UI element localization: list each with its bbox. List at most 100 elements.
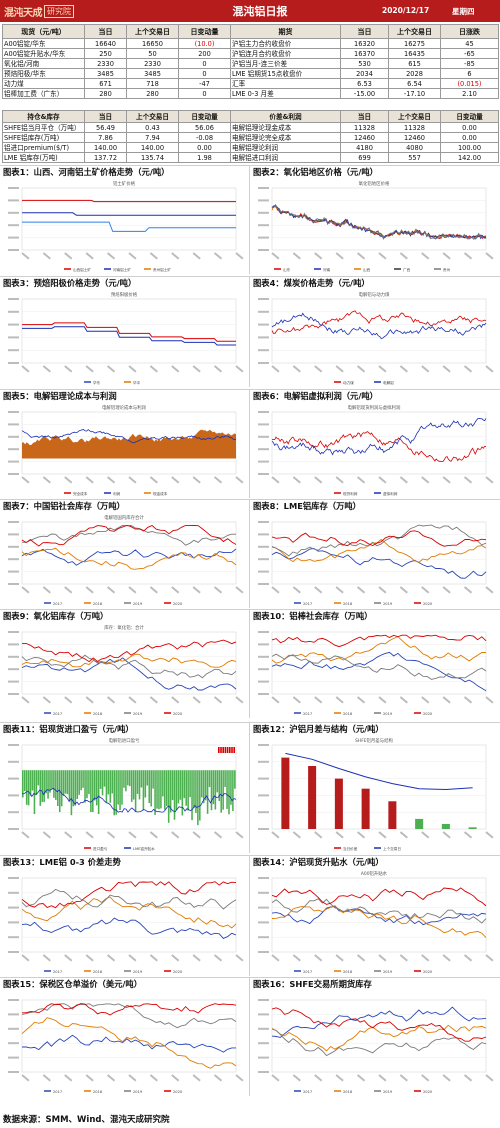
chart-subtitle: SHFE铝月差与结构 (355, 737, 393, 744)
x-tick-mark (64, 1074, 73, 1082)
y-tick-mark (8, 336, 19, 339)
x-tick-mark (271, 252, 280, 260)
x-tick-mark (235, 252, 244, 260)
legend-label: 2018 (343, 1090, 353, 1094)
series-line (21, 881, 237, 909)
bar (230, 770, 232, 805)
chart-subtitle: 电解铝理论成本与利润 (102, 404, 147, 411)
x-tick-mark (42, 586, 51, 594)
stock-table-header-row: 持仓&库存 当日 上个交易日 日变动量 价差&利润 当日 上个交易日 日变动量 (2, 110, 499, 123)
x-tick-mark (64, 252, 73, 260)
spot-table-cell: 45 (440, 38, 499, 49)
y-tick-mark (258, 448, 269, 451)
spot-table-header-cell: 现货（元/吨） (2, 24, 85, 39)
y-tick-mark (258, 1056, 269, 1059)
x-tick-mark (356, 954, 366, 962)
spot-table-cell: (0.015) (440, 78, 499, 89)
bar (90, 770, 92, 813)
logo-badge: 研究院 (44, 4, 74, 18)
x-tick-mark (128, 252, 137, 260)
bar (76, 770, 79, 799)
x-tick-mark (442, 586, 451, 594)
plot-frame (271, 411, 487, 475)
spot-table-cell: 250 (84, 48, 127, 59)
stock-table-cell: 140.00 (126, 142, 179, 153)
bar (214, 770, 217, 810)
series-line (271, 548, 487, 579)
legend-label: 2017 (53, 1090, 62, 1094)
chart-subtitle: 电解铝现货利润与虚拟利润 (348, 404, 401, 411)
series-line (271, 1007, 487, 1042)
bar (150, 770, 152, 807)
bar (31, 770, 34, 791)
series-line (21, 787, 237, 813)
legend-label: 2017 (53, 712, 62, 716)
chart-title: 图表4：煤炭价格走势（元/吨） (253, 278, 370, 288)
spot-table-cell: 沪铝当月-连三价差 (230, 58, 341, 69)
column-divider (249, 722, 250, 853)
y-tick-mark (8, 999, 19, 1001)
legend-label: 华中 (133, 380, 141, 385)
column-divider (249, 609, 250, 718)
bar (216, 770, 219, 793)
y-tick-mark (258, 811, 269, 814)
bar (160, 770, 162, 809)
bar (129, 770, 131, 787)
bar (142, 770, 145, 811)
y-tick-mark (8, 435, 19, 438)
x-tick-mark (292, 954, 301, 962)
x-tick-mark (106, 476, 116, 484)
series-line (21, 548, 237, 566)
y-tick-mark (8, 877, 19, 879)
x-tick-mark (42, 1074, 51, 1082)
series-line (271, 634, 487, 648)
bar (86, 770, 88, 799)
bar (88, 770, 90, 795)
series-line (22, 221, 236, 232)
y-tick-mark (258, 936, 269, 939)
x-tick-mark (106, 696, 116, 704)
series-line (271, 1006, 487, 1038)
section-divider (0, 499, 500, 500)
x-tick-mark (64, 696, 73, 704)
bar (281, 757, 290, 829)
bar (117, 770, 119, 805)
bar (22, 770, 24, 798)
x-tick-mark (421, 586, 430, 594)
y-tick-mark (8, 828, 19, 830)
y-tick-mark (8, 1042, 19, 1045)
bar (93, 770, 96, 801)
x-tick-mark (106, 586, 116, 594)
series-line (271, 530, 487, 547)
bar (146, 770, 149, 786)
bar (55, 770, 57, 800)
section-divider (0, 722, 500, 723)
stock-table-cell: 135.74 (126, 152, 179, 163)
x-tick-mark (292, 586, 301, 594)
stock-table-cell: 56.06 (178, 122, 231, 133)
legend-label: 2017 (303, 970, 312, 974)
legend-label: 完全成本 (73, 491, 88, 496)
x-tick-mark (399, 476, 408, 484)
spot-table-header-cell: 上个交易日 (126, 24, 179, 39)
legend-label: 2017 (53, 602, 62, 606)
bar (39, 770, 42, 806)
chart-title: 图表2：氧化铝地区价格（元/吨） (253, 167, 378, 177)
x-tick-mark (485, 476, 494, 484)
stock-table-cell: 11328 (388, 122, 441, 133)
series-line (271, 636, 486, 664)
series-line (21, 429, 237, 444)
bar (165, 770, 168, 806)
stock-table-header-cell: 持仓&库存 (2, 110, 85, 123)
x-tick-mark (42, 365, 51, 373)
legend-label: 当日价差 (343, 846, 358, 851)
x-tick-mark (335, 476, 344, 484)
y-tick-mark (8, 362, 19, 364)
y-tick-mark (258, 411, 269, 413)
chart-15: 2017 2018 2019 2020 (2, 990, 246, 1096)
stock-table-cell: 0.00 (440, 132, 499, 143)
series-line (271, 524, 487, 557)
x-tick-mark (442, 831, 451, 839)
spot-table-cell: -47 (178, 78, 231, 89)
